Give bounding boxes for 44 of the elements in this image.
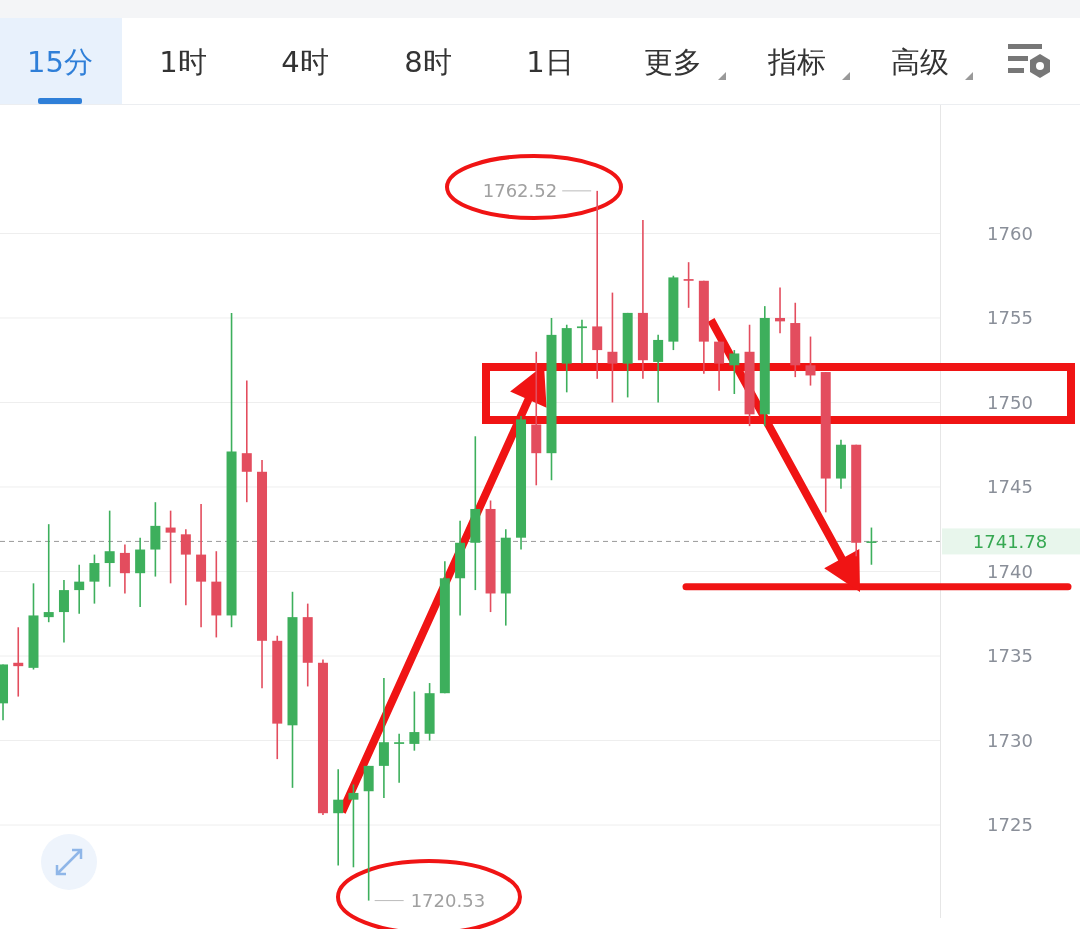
y-tick-label: 1760: [987, 222, 1033, 244]
y-tick-label: 1755: [987, 307, 1033, 329]
annotation: 1720.53: [410, 889, 486, 911]
candlestick: [409, 690, 420, 752]
candlestick: [607, 291, 618, 404]
candlestick: [43, 523, 54, 624]
candlestick: [378, 677, 389, 799]
y-tick-label: 1730: [987, 729, 1033, 751]
y-tick-label: 1750: [987, 391, 1033, 413]
text: 1时: [159, 45, 207, 79]
candlestick: [653, 334, 664, 404]
y-tick-label: 1725: [987, 814, 1033, 836]
candlestick: [89, 553, 100, 605]
candlestick: [104, 509, 115, 588]
candlestick: [729, 349, 740, 395]
candlestick: [58, 579, 69, 644]
candlestick: [333, 768, 344, 867]
y-tick-label: 1740: [987, 560, 1033, 582]
candlestick: [241, 379, 252, 503]
candlestick: [866, 526, 877, 566]
candlestick: [592, 190, 603, 380]
candlestick: [394, 732, 405, 784]
candlestick: [180, 528, 191, 607]
candlestick: [683, 261, 694, 309]
text: 1日: [526, 45, 574, 79]
text: 8时: [404, 45, 452, 79]
text: 指标: [767, 45, 826, 79]
text: 4时: [281, 45, 329, 79]
y-tick-label: 1745: [987, 476, 1033, 498]
text: 更多: [644, 45, 702, 79]
ref-line-label: 1741.78: [972, 531, 1048, 553]
candlestick: [150, 501, 161, 578]
y-tick-label: 1735: [987, 645, 1033, 667]
candlestick: [165, 509, 176, 585]
candlestick: [135, 536, 146, 608]
text: 高级: [891, 45, 949, 79]
candlestick: [119, 543, 130, 595]
text: 15分: [27, 45, 93, 79]
candlestick: [576, 318, 587, 365]
annotation: 1762.52: [482, 179, 558, 201]
candlestick: [805, 335, 816, 387]
candlestick: [74, 563, 85, 615]
candlestick: [348, 783, 359, 869]
candlestick: [714, 340, 725, 392]
